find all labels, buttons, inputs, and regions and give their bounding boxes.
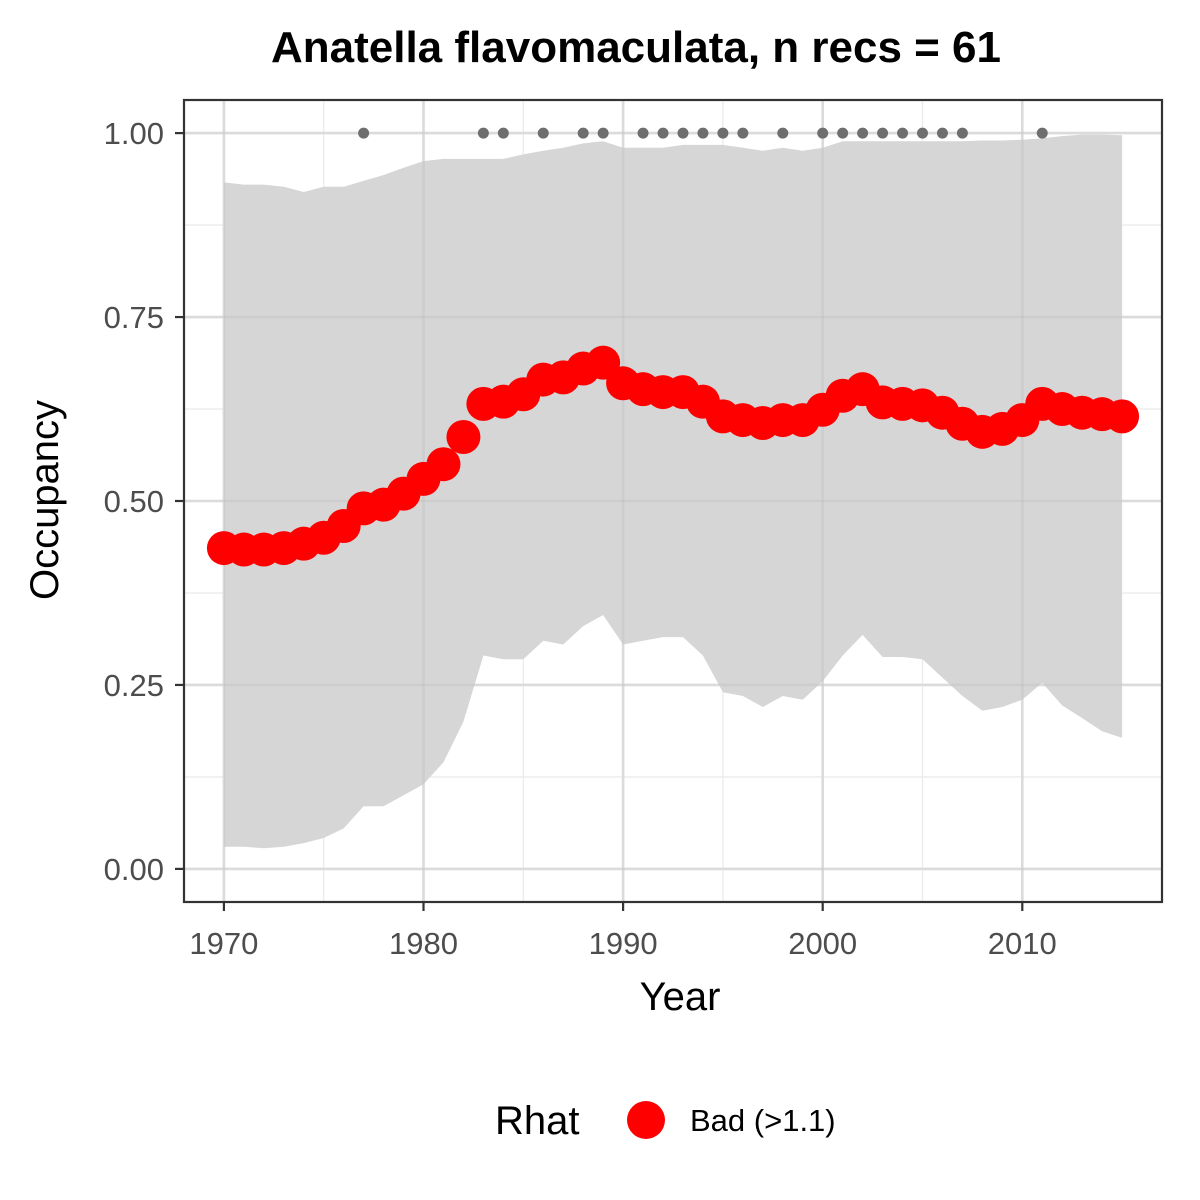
record-point [637,127,649,139]
record-point [817,127,829,139]
x-tick-label: 2000 [788,926,857,961]
x-axis-title: Year [640,975,721,1019]
record-point [657,127,669,139]
x-tick-label: 1980 [389,926,458,961]
y-tick-label: 0.50 [104,484,164,519]
x-tick-label: 2010 [988,926,1057,961]
chart-title: Anatella flavomaculata, n recs = 61 [271,23,1001,72]
record-point [936,127,948,139]
plot-panel [182,98,1164,904]
record-point [537,127,549,139]
y-tick-label: 1.00 [104,116,164,151]
legend: Rhat Bad (>1.1) [495,1099,836,1143]
occupancy-points [206,345,1140,567]
x-axis: 1970 1980 1990 2000 2010 [189,902,1057,961]
record-point [897,127,909,139]
record-point [717,127,729,139]
y-axis-title: Occupancy [23,400,67,600]
confidence-ribbon [223,134,1123,849]
legend-label: Bad (>1.1) [690,1103,836,1138]
record-point [916,127,928,139]
legend-key-marker [627,1101,665,1139]
occupancy-point [446,419,481,454]
y-tick-label: 0.75 [104,300,164,335]
record-point [837,127,849,139]
record-point [877,127,889,139]
occupancy-point [426,447,461,482]
record-point [597,127,609,139]
record-point [737,127,749,139]
record-point [477,127,489,139]
grid-overlay [184,100,1162,902]
record-point [697,127,709,139]
record-point [857,127,869,139]
record-point [956,127,968,139]
y-tick-label: 0.25 [104,668,164,703]
record-point [358,127,370,139]
record-point [577,127,589,139]
occupancy-point [1105,399,1140,434]
record-points [358,127,1048,139]
y-tick-label: 0.00 [104,852,164,887]
x-tick-label: 1990 [589,926,658,961]
y-axis: 0.00 0.25 0.50 0.75 1.00 [104,116,184,887]
legend-title: Rhat [495,1099,580,1143]
x-tick-label: 1970 [189,926,258,961]
record-point [677,127,689,139]
record-point [497,127,509,139]
record-point [1036,127,1048,139]
record-point [777,127,789,139]
